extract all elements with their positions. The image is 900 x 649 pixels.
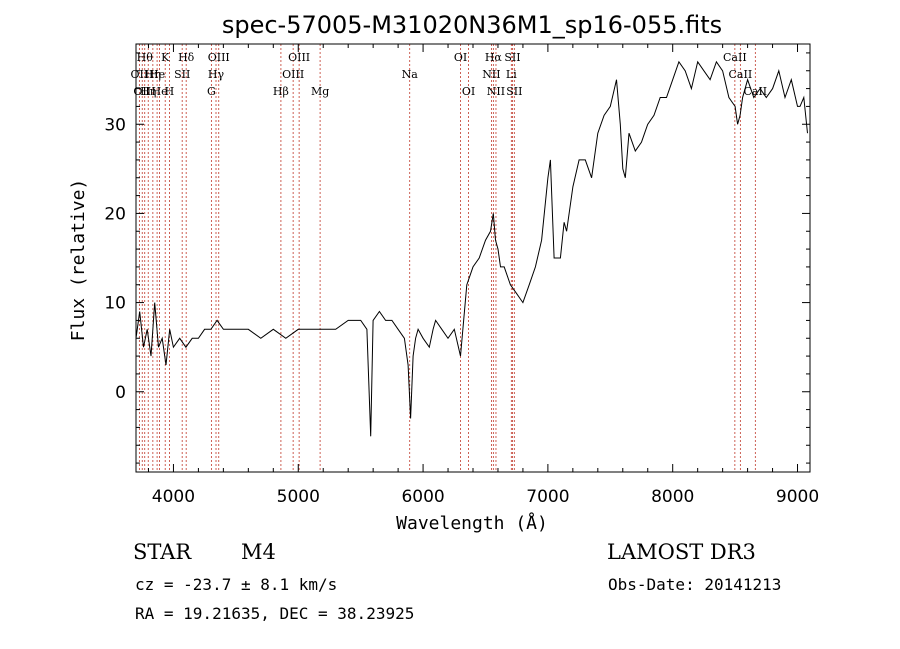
emission-line-labels: OIIOIIHθHηHηHeHeKHSIIHδGHγOIIIHβOIIIOIII… <box>131 51 768 98</box>
marker-label: Hη <box>145 68 161 81</box>
marker-label: OI <box>462 85 475 98</box>
x-tick-label: 9000 <box>776 487 819 507</box>
object-subclass: M4 <box>241 540 276 564</box>
marker-label: H <box>165 85 175 98</box>
spectrum-line <box>135 60 808 437</box>
marker-label: Li <box>506 68 517 81</box>
marker-label: OI <box>454 51 467 64</box>
marker-label: Hθ <box>137 51 154 64</box>
chart-title: spec-57005-M31020N36M1_sp16-055.fits <box>222 11 722 39</box>
marker-label: Hδ <box>178 51 195 64</box>
emission-line-markers <box>138 44 756 472</box>
marker-label: OIII <box>208 51 230 64</box>
marker-label: K <box>161 51 170 64</box>
plot-frame <box>135 43 811 473</box>
x-tick-label: 5000 <box>277 487 320 507</box>
x-axis-label: Wavelength (Å) <box>396 512 548 534</box>
marker-label: Hη <box>140 85 156 98</box>
x-tick-label: 4000 <box>152 487 195 507</box>
marker-label: CaII <box>743 85 767 98</box>
marker-label: CaII <box>723 51 747 64</box>
object-class: STAR <box>133 540 192 564</box>
x-tick-label: 8000 <box>651 487 694 507</box>
marker-label: Hβ <box>273 85 289 98</box>
x-tick-label: 7000 <box>526 487 569 507</box>
marker-label: SII <box>506 85 522 98</box>
y-tick-label: 20 <box>104 204 126 224</box>
marker-label: Na <box>402 68 419 81</box>
marker-label: Hα <box>485 51 503 64</box>
x-tick-label: 6000 <box>401 487 444 507</box>
y-tick-label: 30 <box>104 115 126 135</box>
marker-label: Hγ <box>208 68 225 81</box>
marker-label: SII <box>174 68 190 81</box>
survey-name: LAMOST DR3 <box>607 540 756 564</box>
marker-label: SII <box>504 51 520 64</box>
marker-label: He <box>149 68 165 81</box>
y-tick-label: 0 <box>115 383 126 403</box>
marker-label: CaII <box>729 68 753 81</box>
marker-label: NII <box>487 85 505 98</box>
marker-label: Mg <box>311 85 329 98</box>
y-tick-label: 10 <box>104 294 126 314</box>
y-axis-label: Flux (relative) <box>68 179 89 342</box>
ra-dec-coords: RA = 19.21635, DEC = 38.23925 <box>135 604 415 623</box>
marker-label: OIII <box>288 51 310 64</box>
obs-date: Obs-Date: 20141213 <box>608 575 782 594</box>
redshift-cz: cz = -23.7 ± 8.1 km/s <box>135 575 338 594</box>
marker-label: G <box>207 85 216 98</box>
marker-label: NII <box>482 68 500 81</box>
marker-label: OII <box>131 68 149 81</box>
y-axis: 0 10 20 30 <box>104 52 810 464</box>
marker-label: OIII <box>282 68 304 81</box>
marker-label: He <box>152 85 168 98</box>
x-axis: 4000 5000 6000 7000 8000 9000 <box>147 44 819 507</box>
